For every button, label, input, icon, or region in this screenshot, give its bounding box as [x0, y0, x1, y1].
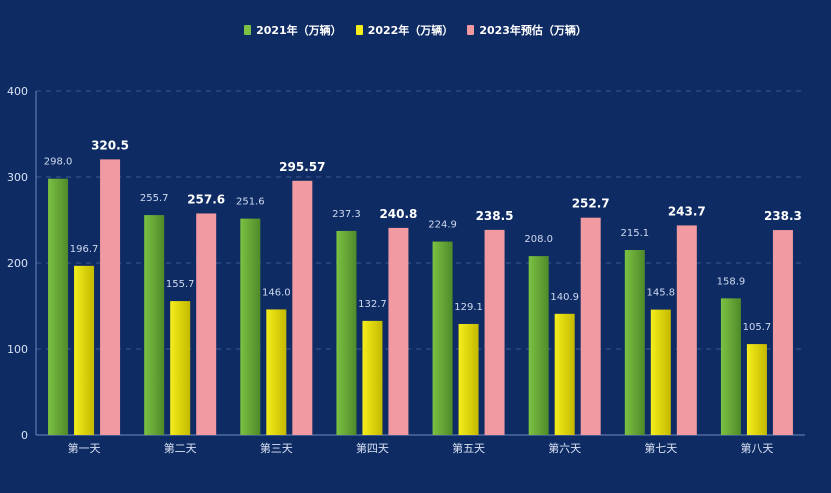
- y-tick-label: 400: [7, 85, 28, 98]
- x-tick-label: 第四天: [356, 441, 389, 455]
- data-label: 320.5: [91, 138, 129, 152]
- data-label: 158.9: [717, 276, 746, 287]
- data-label: 238.5: [476, 209, 514, 223]
- data-label: 240.8: [379, 207, 417, 221]
- y-tick-label: 100: [7, 343, 28, 356]
- data-label: 298.0: [44, 157, 73, 168]
- legend-swatch-2022: [355, 25, 363, 35]
- legend-item-2023[interactable]: 2023年预估（万辆）: [467, 22, 587, 38]
- legend-swatch-2021: [244, 25, 252, 35]
- data-label: 243.7: [668, 204, 706, 218]
- x-tick-label: 第三天: [260, 441, 293, 455]
- y-tick-label: 0: [21, 429, 28, 442]
- data-label: 237.3: [332, 209, 361, 220]
- data-label: 295.57: [279, 160, 325, 174]
- data-label: 155.7: [166, 279, 195, 290]
- y-tick-label: 200: [7, 257, 28, 270]
- x-tick-label: 第八天: [740, 441, 773, 455]
- x-tick-label: 第一天: [68, 441, 101, 455]
- bar: [48, 178, 69, 435]
- data-label: 196.7: [70, 244, 99, 255]
- bar: [720, 298, 741, 435]
- data-label: 257.6: [187, 192, 225, 206]
- x-tick-label: 第七天: [644, 441, 677, 455]
- x-tick-label: 第六天: [548, 441, 581, 455]
- bar: [74, 265, 95, 435]
- legend-item-2022[interactable]: 2022年（万辆）: [355, 22, 454, 38]
- bar: [240, 218, 261, 435]
- data-label: 252.7: [572, 197, 610, 211]
- bar: [772, 230, 793, 435]
- bar: [624, 250, 645, 435]
- y-tick-label: 300: [7, 171, 28, 184]
- legend-item-2021[interactable]: 2021年（万辆）: [244, 22, 342, 38]
- bar: [554, 313, 575, 435]
- x-tick-label: 第二天: [164, 441, 197, 455]
- bar: [196, 213, 217, 435]
- bar: [144, 215, 165, 435]
- data-label: 132.7: [358, 299, 387, 310]
- data-label: 215.1: [620, 228, 649, 239]
- bar: [336, 230, 357, 435]
- data-label: 105.7: [743, 322, 772, 333]
- data-label: 146.0: [262, 287, 291, 298]
- data-label: 251.6: [236, 197, 265, 208]
- bar: [100, 159, 121, 435]
- legend-swatch-2023: [467, 25, 475, 35]
- data-label: 208.0: [524, 234, 553, 245]
- data-label: 145.8: [646, 288, 675, 299]
- bar: [528, 256, 549, 435]
- bar: [432, 241, 453, 435]
- data-label: 238.3: [764, 209, 802, 223]
- bar: [746, 344, 767, 435]
- data-label: 255.7: [140, 193, 169, 204]
- bar: [362, 320, 383, 435]
- data-label: 224.9: [428, 220, 457, 231]
- bar: [650, 309, 671, 435]
- legend-label-2023: 2023年预估（万辆）: [479, 24, 587, 37]
- legend-label-2022: 2022年（万辆）: [367, 24, 454, 37]
- bar: [170, 301, 191, 435]
- data-label: 140.9: [550, 292, 579, 303]
- bar: [484, 229, 505, 435]
- x-tick-label: 第五天: [452, 441, 485, 455]
- bar: [292, 180, 313, 435]
- legend: 2021年（万辆） 2022年（万辆） 2023年预估（万辆）: [0, 22, 831, 38]
- bar: [266, 309, 287, 435]
- bar: [458, 323, 479, 435]
- bar: [388, 227, 409, 435]
- data-label: 129.1: [454, 302, 483, 313]
- bar: [676, 225, 697, 435]
- legend-label-2021: 2021年（万辆）: [256, 24, 342, 37]
- bar: [580, 217, 601, 435]
